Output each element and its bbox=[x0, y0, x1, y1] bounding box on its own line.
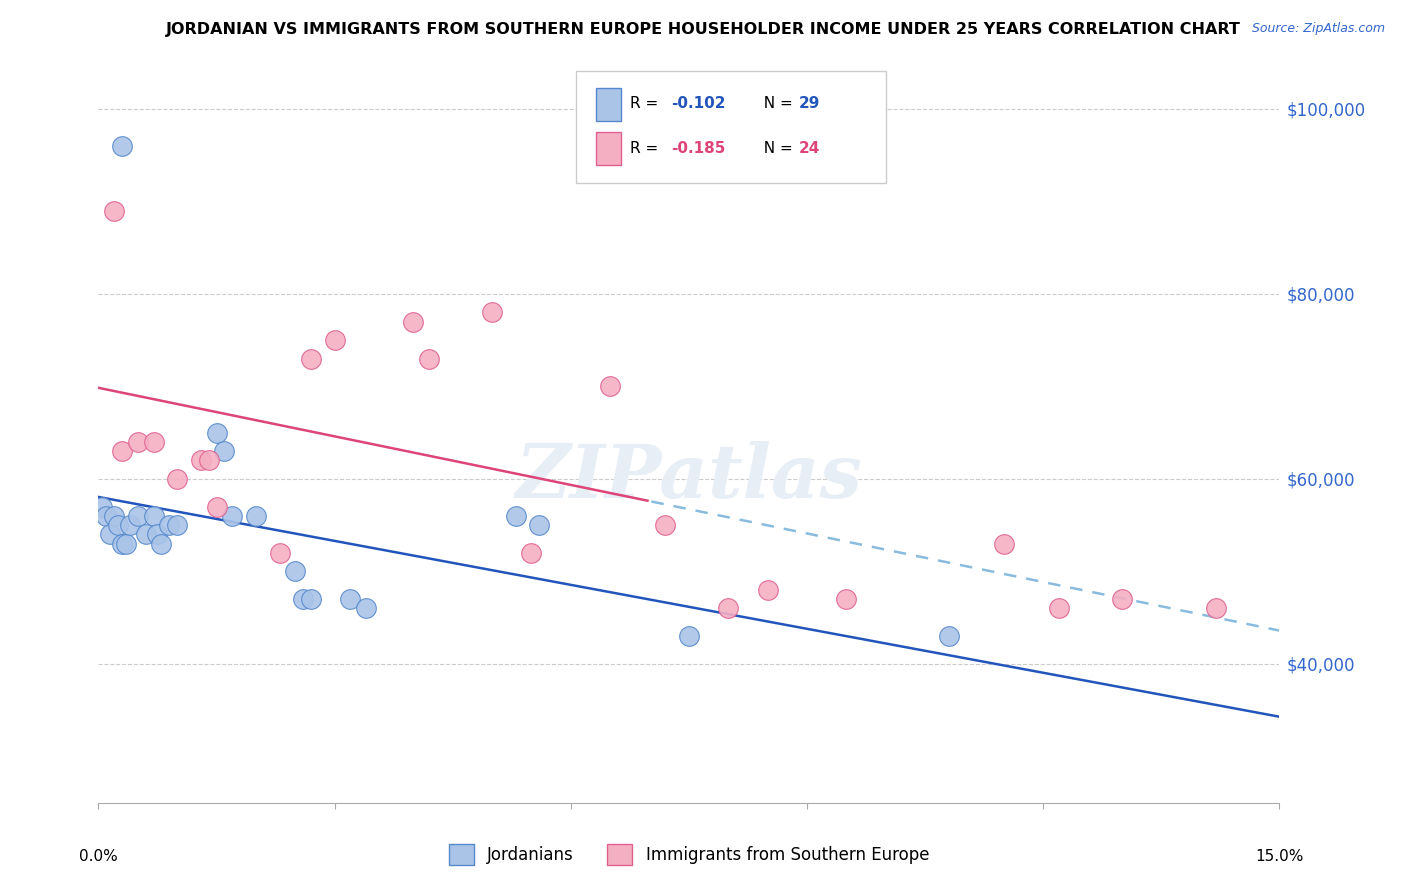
Point bbox=[115, 536, 138, 550]
Point bbox=[157, 518, 180, 533]
Point bbox=[197, 453, 219, 467]
Point bbox=[339, 592, 361, 607]
Point bbox=[166, 518, 188, 533]
Point bbox=[284, 565, 307, 579]
Point bbox=[91, 500, 114, 514]
Text: 15.0%: 15.0% bbox=[1256, 849, 1303, 864]
Point bbox=[418, 351, 440, 366]
Point bbox=[214, 444, 236, 458]
Text: -0.185: -0.185 bbox=[671, 141, 725, 156]
Point bbox=[292, 592, 315, 607]
Text: 29: 29 bbox=[799, 96, 820, 112]
Point bbox=[1205, 601, 1227, 615]
Point bbox=[835, 592, 858, 607]
Legend: Jordanians, Immigrants from Southern Europe: Jordanians, Immigrants from Southern Eur… bbox=[449, 845, 929, 865]
Point bbox=[756, 582, 779, 597]
Text: N =: N = bbox=[754, 141, 797, 156]
Point bbox=[118, 518, 141, 533]
Bar bbox=[596, 132, 621, 164]
Text: R =: R = bbox=[630, 96, 664, 112]
Point bbox=[323, 333, 346, 347]
Point bbox=[146, 527, 169, 541]
Point bbox=[520, 546, 543, 560]
Point bbox=[111, 444, 134, 458]
Point bbox=[190, 453, 212, 467]
Point bbox=[529, 518, 551, 533]
Point bbox=[98, 527, 121, 541]
Point bbox=[107, 518, 129, 533]
Point bbox=[150, 536, 173, 550]
Point bbox=[354, 601, 377, 615]
Text: N =: N = bbox=[754, 96, 797, 112]
Point bbox=[142, 434, 165, 449]
Point bbox=[221, 508, 243, 523]
Point bbox=[299, 351, 322, 366]
Point bbox=[166, 472, 188, 486]
Point bbox=[717, 601, 740, 615]
Point bbox=[505, 508, 527, 523]
Point bbox=[245, 508, 267, 523]
Point bbox=[205, 500, 228, 514]
Point bbox=[142, 508, 165, 523]
Point bbox=[481, 305, 503, 319]
Point bbox=[135, 527, 157, 541]
Point bbox=[103, 508, 125, 523]
Point bbox=[96, 508, 118, 523]
Point bbox=[205, 425, 228, 440]
Point bbox=[938, 629, 960, 643]
Text: 24: 24 bbox=[799, 141, 820, 156]
Text: Source: ZipAtlas.com: Source: ZipAtlas.com bbox=[1251, 22, 1385, 36]
Point bbox=[269, 546, 291, 560]
Point bbox=[103, 203, 125, 218]
Point bbox=[654, 518, 676, 533]
Point bbox=[678, 629, 700, 643]
Text: ZIPatlas: ZIPatlas bbox=[516, 441, 862, 513]
Point bbox=[111, 138, 134, 153]
Point bbox=[127, 508, 149, 523]
Point bbox=[111, 536, 134, 550]
Point bbox=[402, 314, 425, 328]
Point bbox=[1047, 601, 1070, 615]
Point bbox=[993, 536, 1015, 550]
Point bbox=[1111, 592, 1133, 607]
Point bbox=[299, 592, 322, 607]
Text: R =: R = bbox=[630, 141, 664, 156]
Bar bbox=[596, 87, 621, 120]
Point bbox=[127, 434, 149, 449]
Text: -0.102: -0.102 bbox=[671, 96, 725, 112]
Point bbox=[599, 379, 621, 393]
Text: 0.0%: 0.0% bbox=[79, 849, 118, 864]
Text: JORDANIAN VS IMMIGRANTS FROM SOUTHERN EUROPE HOUSEHOLDER INCOME UNDER 25 YEARS C: JORDANIAN VS IMMIGRANTS FROM SOUTHERN EU… bbox=[166, 22, 1240, 37]
